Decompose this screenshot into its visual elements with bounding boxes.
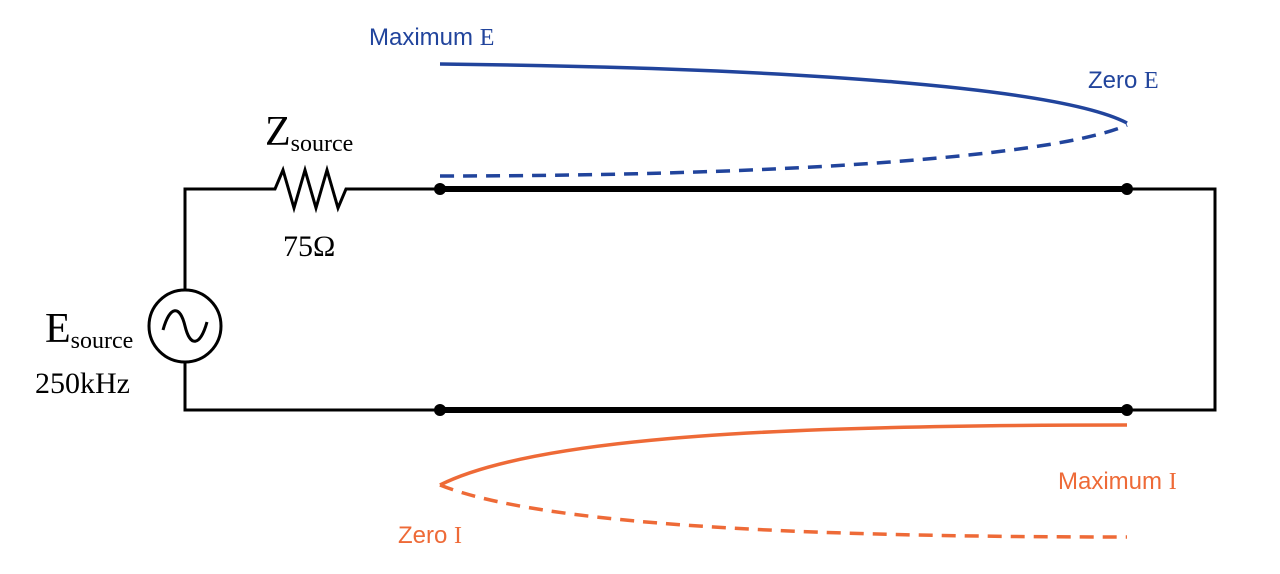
resistor [265, 164, 355, 214]
label: 250kHz [35, 367, 130, 400]
node [1121, 183, 1133, 195]
voltage-curve-dashed [439, 123, 1128, 178]
label-subscript: source [291, 131, 354, 157]
label-text: Zero [1088, 67, 1137, 94]
label-symbol: Z [265, 109, 291, 155]
node [434, 404, 446, 416]
label: Maximum E [369, 24, 494, 51]
label-text: Zero [398, 522, 447, 549]
label-text: Maximum [1058, 468, 1162, 495]
label: Maximum I [1058, 468, 1177, 495]
ac-source [147, 288, 223, 364]
waves [439, 62, 1128, 539]
label: 75Ω [283, 230, 335, 263]
label-symbol: E [45, 306, 71, 352]
wire [1127, 187, 1217, 412]
current-curve [439, 423, 1128, 487]
nodes [434, 183, 1133, 416]
sine-symbol [161, 309, 209, 343]
node [1121, 404, 1133, 416]
label-symbol: I [454, 523, 462, 549]
voltage-curve [439, 62, 1128, 125]
label-subscript: source [71, 328, 134, 354]
label-symbol: I [1169, 469, 1177, 495]
label-text: Maximum [369, 24, 473, 51]
current-curve-dashed [439, 483, 1128, 539]
node [434, 183, 446, 195]
label: Zero I [398, 522, 462, 549]
label: Zsource [265, 109, 353, 157]
wire [183, 362, 440, 412]
label-symbol: E [480, 25, 495, 51]
label: Esource [45, 306, 133, 354]
circuit [147, 164, 1217, 413]
label: Zero E [1088, 67, 1159, 94]
label-symbol: E [1144, 68, 1159, 94]
wire [183, 187, 265, 290]
